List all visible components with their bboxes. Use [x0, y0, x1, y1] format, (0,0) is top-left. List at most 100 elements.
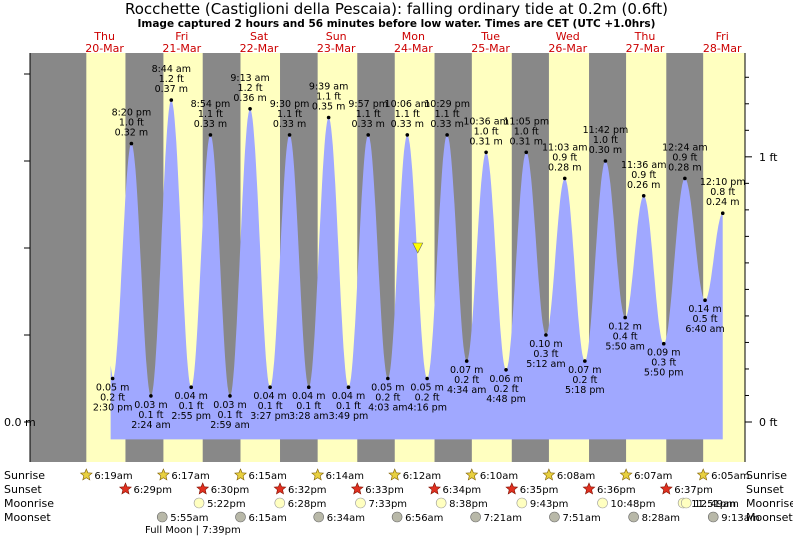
- low-tide-label: 5:50 am: [605, 342, 644, 353]
- moonrise-time: 8:38pm: [449, 499, 488, 510]
- high-tide-point: [524, 150, 529, 155]
- low-tide-label: 0.05 m: [410, 383, 443, 394]
- high-tide-label: 0.30 m: [589, 145, 622, 156]
- low-tide-label: 4:34 am: [447, 385, 486, 396]
- legend-moonrise-right: Moonrise: [746, 497, 793, 510]
- low-tide-label: 0.2 ft: [572, 375, 597, 386]
- high-tide-label: 0.36 m: [233, 93, 266, 104]
- low-tide-label: 0.05 m: [96, 383, 129, 394]
- sunset-time: 6:34pm: [443, 485, 482, 496]
- legend-moonset-left: Moonset: [4, 511, 51, 524]
- high-tide-label: 0.35 m: [312, 102, 345, 113]
- moonrise-icon: [435, 497, 447, 509]
- moonset-time: 7:51am: [562, 513, 600, 524]
- legend-moonset-right: Moonset: [746, 511, 793, 524]
- high-tide-label: 1.2 ft: [159, 74, 184, 85]
- sunset-time: 6:32pm: [288, 485, 327, 496]
- low-tide-point: [346, 385, 351, 390]
- low-tide-label: 4:16 pm: [407, 403, 447, 414]
- low-tide-point: [623, 315, 627, 320]
- high-tide-label: 0.33 m: [194, 119, 227, 130]
- high-tide-label: 1.0 ft: [593, 135, 618, 146]
- low-tide-point: [189, 385, 193, 390]
- high-tide-label: 0.9 ft: [631, 170, 656, 181]
- axes: 0.0 m 0 ft 1 ft: [4, 53, 778, 462]
- high-tide-label: 0.26 m: [627, 180, 660, 191]
- moonrise-time: 10:48pm: [611, 499, 656, 510]
- low-tide-label: 0.2 ft: [415, 393, 440, 404]
- high-tide-label: 11:36 am: [621, 160, 666, 171]
- moonset-icon: [628, 511, 639, 523]
- tide-area: [110, 100, 723, 440]
- high-tide-label: 9:13 am: [230, 73, 269, 84]
- moonrise-time: 5:22pm: [207, 499, 246, 510]
- low-tide-point: [149, 394, 153, 398]
- moonrise-icon: [274, 497, 286, 509]
- moonrise-time: 12:49am: [694, 499, 739, 510]
- high-tide-label: 1.0 ft: [514, 126, 539, 137]
- high-tide-label: 0.37 m: [155, 84, 188, 95]
- high-tide-label: 0.28 m: [548, 162, 581, 173]
- moonrise-icon: [355, 497, 366, 509]
- high-tide-point: [484, 150, 488, 155]
- high-tide-point: [562, 176, 567, 181]
- sunrise-time: 6:10am: [480, 471, 518, 482]
- sunrise-time: 6:14am: [326, 471, 364, 482]
- sunrise-icon: [619, 468, 633, 481]
- low-tide-label: 0.1 ft: [217, 410, 242, 421]
- day-label-weekday: Sun: [326, 30, 347, 43]
- sunset-icon: [350, 482, 364, 495]
- day-label-date: 21-Mar: [162, 42, 201, 55]
- high-tide-label: 0.24 m: [706, 197, 739, 208]
- low-tide-label: 0.2 ft: [375, 393, 400, 404]
- low-tide-point: [306, 385, 311, 390]
- moonrise-icon: [193, 497, 205, 509]
- low-tide-label: 0.14 m: [688, 304, 721, 315]
- low-tide-point: [504, 368, 508, 372]
- sunset-icon: [505, 482, 519, 495]
- moonset-time: 8:28am: [642, 513, 680, 524]
- low-tide-label: 0.05 m: [371, 383, 404, 394]
- low-tide-label: 0.4 ft: [613, 332, 638, 343]
- high-tide-label: 8:54 pm: [191, 99, 231, 110]
- low-tide-label: 0.1 ft: [138, 410, 163, 421]
- low-tide-label: 0.12 m: [608, 322, 641, 333]
- left-tick-label: 0.0 m: [4, 416, 36, 429]
- sunrise-icon: [311, 468, 325, 481]
- high-tide-label: 9:30 pm: [270, 99, 310, 110]
- high-tide-label: 8:44 am: [152, 64, 191, 75]
- day-label-weekday: Wed: [556, 30, 580, 43]
- low-tide-label: 0.04 m: [253, 391, 286, 402]
- high-tide-label: 1.1 ft: [198, 109, 223, 120]
- sunset-icon: [582, 482, 596, 495]
- high-tide-label: 9:39 am: [309, 82, 348, 93]
- sunset-time: 6:35pm: [520, 485, 559, 496]
- high-tide-point: [248, 107, 252, 111]
- high-tide-label: 0.31 m: [469, 136, 502, 147]
- low-tide-point: [464, 359, 469, 363]
- sunset-icon: [428, 482, 441, 495]
- day-label-date: 22-Mar: [240, 42, 279, 55]
- moonrise-time: 6:28pm: [288, 499, 327, 510]
- high-tide-label: 0.8 ft: [710, 187, 735, 198]
- high-tide-label: 0.33 m: [273, 119, 306, 130]
- high-tide-label: 0.33 m: [351, 119, 384, 130]
- high-tide-label: 0.33 m: [430, 119, 463, 130]
- day-label-date: 23-Mar: [317, 42, 356, 55]
- low-tide-label: 0.1 ft: [336, 401, 361, 412]
- high-tide-label: 10:06 am: [385, 99, 430, 110]
- moonset-time: 7:21am: [484, 513, 522, 524]
- moonrise-time: 7:33pm: [368, 499, 407, 510]
- moonrise-icon: [597, 497, 608, 509]
- moonset-time: 6:34am: [327, 513, 365, 524]
- high-tide-label: 1.0 ft: [474, 126, 499, 137]
- high-tide-label: 0.9 ft: [552, 152, 577, 163]
- day-label-weekday: Fri: [716, 30, 729, 43]
- sunrise-icon: [696, 468, 710, 481]
- high-tide-point: [326, 115, 331, 120]
- sunrise-time: 6:07am: [634, 471, 672, 482]
- moonrise-time: 9:43pm: [530, 499, 569, 510]
- sunset-time: 6:29pm: [133, 485, 172, 496]
- sunrise-icon: [388, 468, 402, 481]
- low-tide-point: [661, 341, 666, 346]
